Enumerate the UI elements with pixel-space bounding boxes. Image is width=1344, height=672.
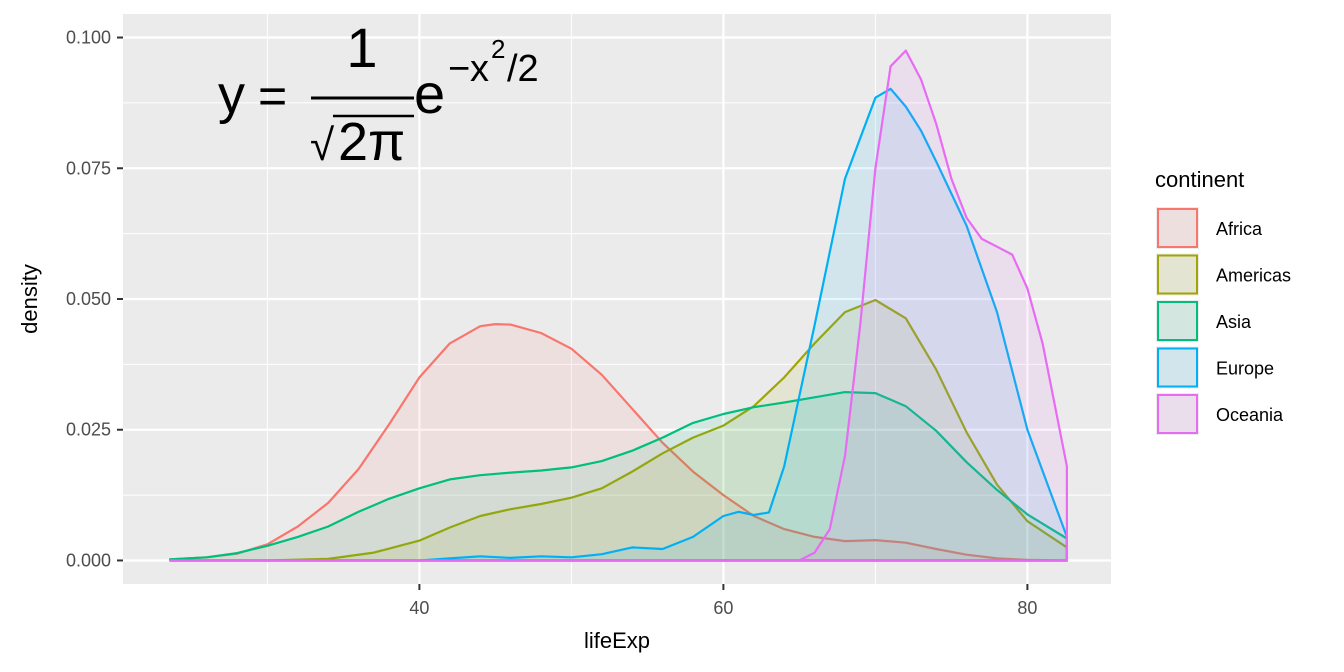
area-africa [169,323,1069,562]
area-americas [169,298,1069,562]
y-tick-label: 0.075 [66,158,111,178]
y-axis: 0.000 0.025 0.050 0.075 0.100 [66,28,123,570]
legend-label-europe: Europe [1216,359,1274,379]
y-tick-label: 0.100 [66,28,111,48]
legend-swatch-asia [1157,301,1198,341]
legend-title: continent [1155,167,1244,192]
formula-exponent-var: x [470,48,489,90]
legend: continent Africa Americas Asia Europe Oceani… [1155,167,1291,435]
x-tick-label: 80 [1017,598,1037,618]
legend-label-asia: Asia [1216,312,1252,332]
formula-equals: = [258,68,287,124]
density-areas [169,49,1069,562]
x-axis: 40 60 80 [409,584,1037,618]
y-axis-title: density [17,264,42,334]
area-europe [169,87,1069,562]
legend-keys: Africa Americas Asia Europe Oceania [1156,207,1291,435]
legend-swatch-oceania [1157,394,1198,434]
legend-key-africa [1156,207,1199,249]
formula-exponent-power: 2 [491,34,505,64]
area-oceania [169,49,1069,562]
formula-base: e [414,62,445,125]
legend-label-americas: Americas [1216,266,1291,286]
legend-swatch-africa [1157,208,1198,248]
legend-key-europe [1156,346,1199,389]
legend-key-asia [1156,300,1199,342]
legend-label-africa: Africa [1216,219,1263,239]
formula-exponent-minus: − [448,48,470,90]
legend-swatch-americas [1157,254,1198,295]
x-tick-label: 60 [713,598,733,618]
legend-label-oceania: Oceania [1216,405,1284,425]
legend-key-americas [1156,253,1199,296]
y-tick-label: 0.000 [66,550,111,570]
formula-exponent-rest: /2 [507,48,539,90]
y-tick-label: 0.025 [66,420,111,440]
formula-radicand: 2π [338,112,405,172]
legend-key-oceania [1156,393,1199,435]
area-asia [169,391,1069,562]
formula-annotation: y = 1 √ 2π e − x 2 /2 [218,16,539,172]
x-tick-label: 40 [409,598,429,618]
x-axis-title: lifeExp [584,628,650,653]
formula-sqrt: √ [310,121,335,170]
formula-numerator: 1 [346,16,377,79]
y-tick-label: 0.050 [66,289,111,309]
legend-swatch-europe [1157,347,1198,388]
formula-lhs: y [218,65,245,125]
